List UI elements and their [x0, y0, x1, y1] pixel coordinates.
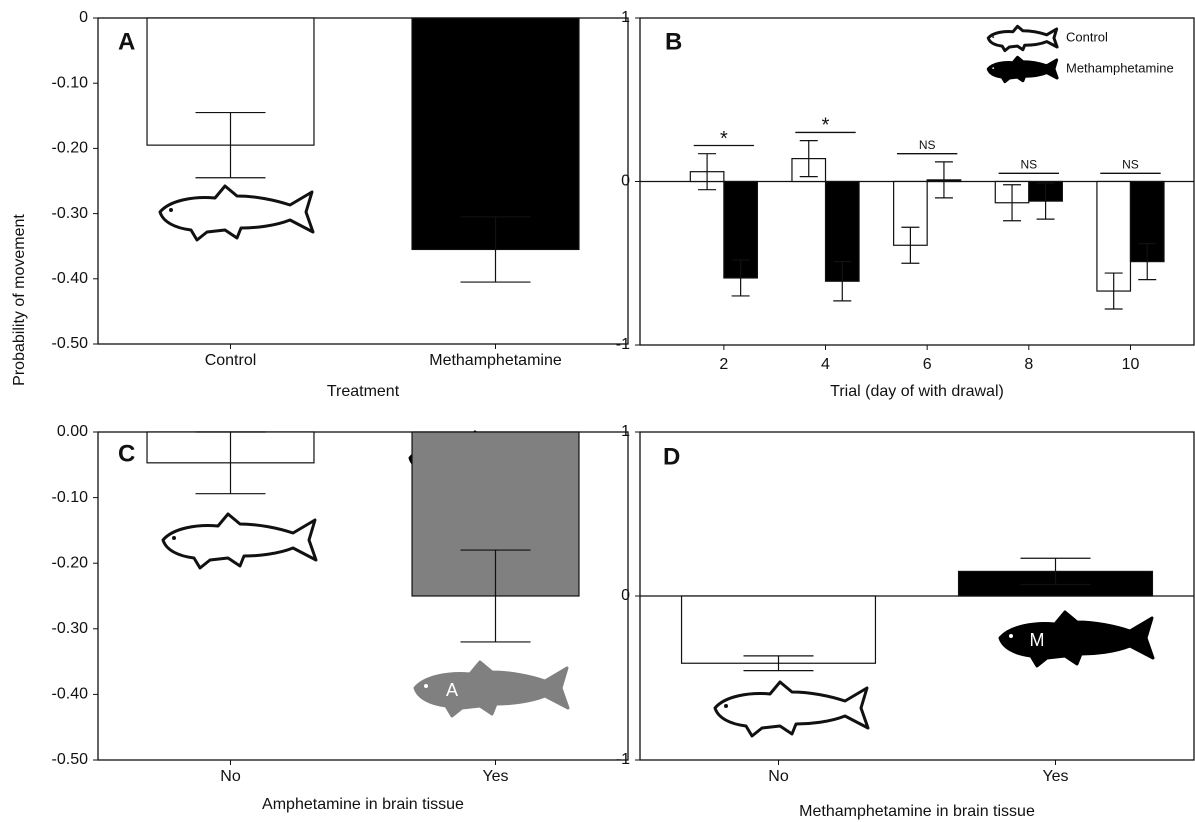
x-tick-label: 2 [719, 356, 728, 373]
fish-shape [163, 514, 316, 568]
x-tick-label: 10 [1122, 356, 1140, 373]
significance-label: NS [919, 138, 936, 152]
y-tick-label: 0.00 [57, 423, 88, 440]
y-axis-label: Probability of movement [11, 214, 28, 386]
fish-icon [988, 26, 1057, 50]
fish-icon: A [415, 662, 568, 716]
panel-letter: D [663, 443, 680, 470]
fish-eye [724, 704, 728, 708]
y-tick-label: 0 [79, 9, 88, 26]
fish-label: M [1030, 630, 1045, 650]
fish-icon [988, 57, 1057, 81]
fish-eye [992, 36, 994, 38]
y-tick-label: -1 [616, 751, 630, 768]
y-tick-label: 1 [621, 423, 630, 440]
x-axis-label: Amphetamine in brain tissue [262, 796, 464, 813]
x-tick-label: Yes [1042, 768, 1068, 785]
significance-label: NS [1122, 157, 1139, 171]
y-tick-label: -0.30 [52, 205, 89, 222]
y-tick-label: -0.20 [52, 554, 89, 571]
fish-label: A [446, 680, 458, 700]
fish-icon [163, 514, 316, 568]
y-tick-label: -0.50 [52, 751, 89, 768]
fish-shape [988, 26, 1057, 50]
bar [412, 18, 579, 249]
significance-label: * [720, 128, 728, 150]
fish-eye [992, 67, 994, 69]
significance-label: * [822, 115, 830, 137]
x-tick-label: 6 [923, 356, 932, 373]
fish-icon: M [1000, 612, 1153, 666]
y-tick-label: -0.20 [52, 140, 89, 157]
y-tick-label: -0.30 [52, 620, 89, 637]
legend-label: Control [1066, 29, 1108, 44]
fish-icon [715, 682, 868, 736]
fish-eye [424, 684, 428, 688]
x-tick-label: 8 [1024, 356, 1033, 373]
fish-shape [415, 662, 568, 716]
x-axis-label: Trial (day of with drawal) [830, 383, 1004, 400]
y-tick-label: 0 [621, 173, 630, 190]
figure: A 0 -0.10 -0.20 -0.30 -0.40 -0.50 Probability o… [0, 0, 1195, 822]
fish-shape [988, 57, 1057, 81]
x-tick-label: No [768, 768, 789, 785]
x-axis-label: Treatment [327, 383, 400, 400]
significance-label: NS [1020, 157, 1037, 171]
y-tick-label: 1 [621, 9, 630, 26]
bar [682, 596, 876, 663]
fish-eye [172, 536, 176, 540]
y-tick-label: -0.10 [52, 74, 89, 91]
y-tick-label: -0.10 [52, 489, 89, 506]
x-tick-label: Control [205, 352, 257, 369]
y-tick-label: -1 [616, 336, 630, 353]
x-tick-label: Methamphetamine [429, 352, 562, 369]
panel-letter: B [665, 28, 682, 55]
panel-letter: C [118, 440, 135, 467]
x-tick-label: No [220, 768, 241, 785]
fish-eye [169, 208, 173, 212]
y-tick-label: 0 [621, 587, 630, 604]
fish-shape [1000, 612, 1153, 666]
y-tick-label: -0.40 [52, 270, 89, 287]
x-axis-label: Methamphetamine in brain tissue [799, 803, 1035, 820]
y-tick-label: -0.40 [52, 686, 89, 703]
fish-shape [160, 186, 313, 240]
fish-shape [715, 682, 868, 736]
x-tick-label: 4 [821, 356, 830, 373]
x-tick-label: Yes [482, 768, 508, 785]
fish-icon [160, 186, 313, 240]
y-tick-label: -0.50 [52, 335, 89, 352]
fish-eye [1009, 634, 1013, 638]
legend-label: Methamphetamine [1066, 60, 1174, 75]
panel-letter: A [118, 28, 135, 55]
